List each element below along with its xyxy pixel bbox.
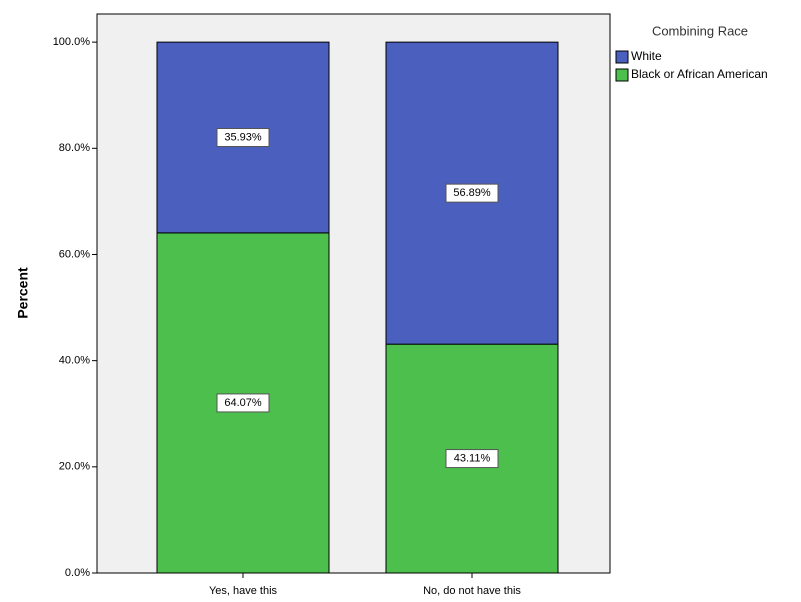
value-label: 56.89%	[453, 187, 491, 199]
y-tick-label: 20.0%	[59, 461, 90, 473]
y-tick-label: 80.0%	[59, 142, 90, 154]
value-label: 35.93%	[224, 131, 262, 143]
value-label: 64.07%	[224, 397, 262, 409]
value-label: 43.11%	[454, 452, 491, 464]
legend-swatch	[616, 69, 628, 81]
legend-label: White	[631, 49, 662, 63]
x-tick-label: No, do not have this	[423, 585, 521, 597]
legend-title: Combining Race	[652, 23, 748, 38]
y-axis-title: Percent	[15, 267, 31, 319]
chart: Percent Combining Race 0.0% 20.0% 40.0% 60.…	[0, 0, 801, 602]
y-tick-label: 60.0%	[59, 248, 90, 260]
legend-swatch	[616, 51, 628, 63]
y-tick-label: 100.0%	[53, 36, 91, 48]
y-tick-label: 0.0%	[65, 567, 90, 579]
y-tick-label: 40.0%	[59, 355, 90, 367]
x-tick-label: Yes, have this	[209, 585, 278, 597]
legend-label: Black or African American	[631, 67, 768, 81]
